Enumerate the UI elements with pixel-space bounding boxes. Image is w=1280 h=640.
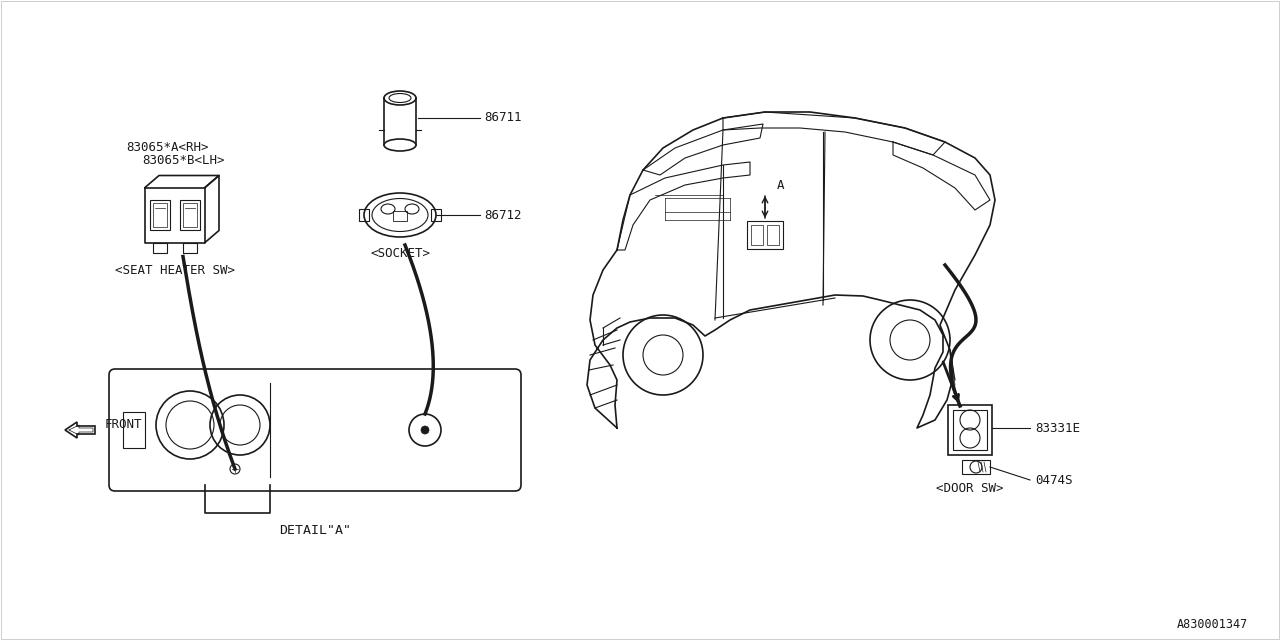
Text: 0474S: 0474S xyxy=(1036,474,1073,486)
Text: 83331E: 83331E xyxy=(1036,422,1080,435)
Text: 83065*B<LH>: 83065*B<LH> xyxy=(142,154,224,167)
Bar xyxy=(393,211,407,221)
Text: FRONT: FRONT xyxy=(105,418,142,431)
Text: A830001347: A830001347 xyxy=(1176,618,1248,632)
Text: 86712: 86712 xyxy=(484,209,521,221)
Text: <SOCKET>: <SOCKET> xyxy=(370,246,430,259)
Bar xyxy=(150,200,170,230)
Circle shape xyxy=(421,426,429,434)
Bar xyxy=(431,209,442,221)
Bar xyxy=(180,200,200,230)
Text: <SEAT HEATER SW>: <SEAT HEATER SW> xyxy=(115,264,236,277)
Bar xyxy=(963,460,989,474)
Bar xyxy=(123,412,145,448)
Text: DETAIL"A": DETAIL"A" xyxy=(279,525,351,538)
Text: <DOOR SW>: <DOOR SW> xyxy=(936,481,1004,495)
Text: A: A xyxy=(777,179,785,191)
Bar xyxy=(954,410,987,450)
Bar xyxy=(948,405,992,455)
Text: 83065*A<RH>: 83065*A<RH> xyxy=(125,141,209,154)
Bar xyxy=(183,243,197,253)
Bar xyxy=(751,225,763,245)
Bar xyxy=(154,203,166,227)
Bar xyxy=(154,243,166,253)
Text: 86711: 86711 xyxy=(484,111,521,124)
Bar xyxy=(767,225,780,245)
Bar xyxy=(748,221,783,249)
Bar xyxy=(358,209,369,221)
Bar xyxy=(183,203,197,227)
